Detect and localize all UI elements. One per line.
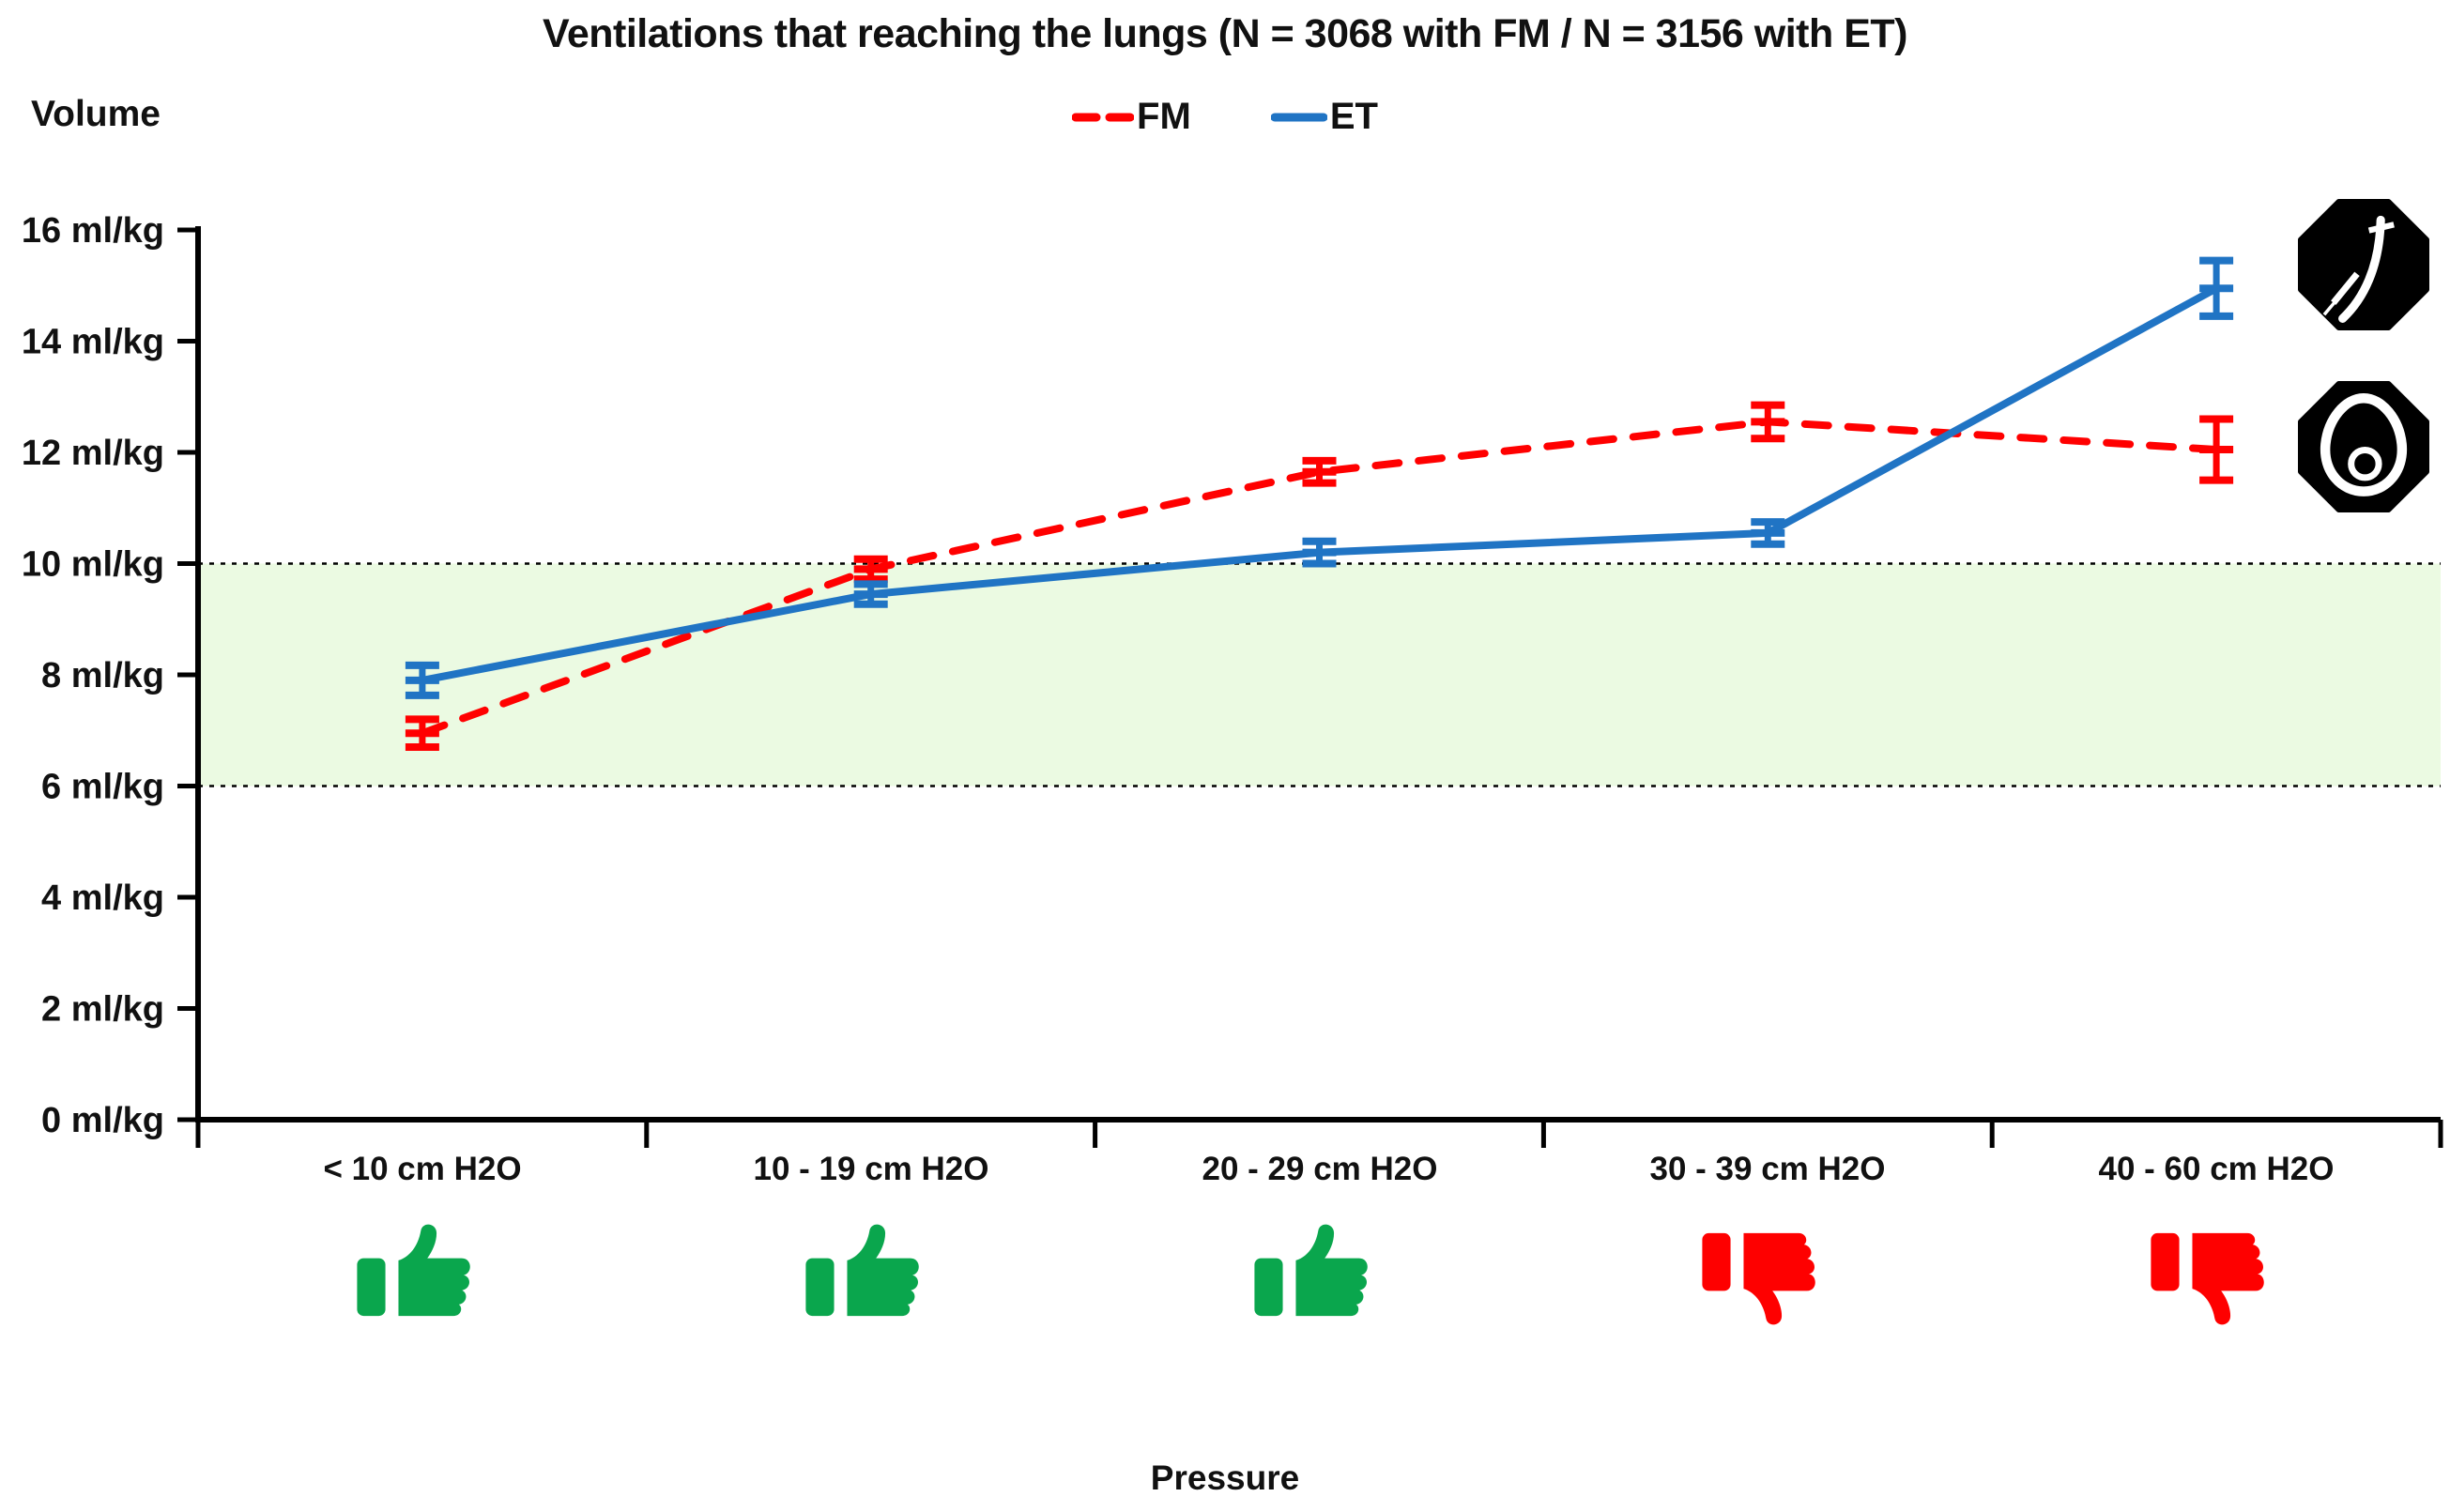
legend-label-et: ET bbox=[1329, 96, 1378, 137]
thumb-down-icon bbox=[1702, 1220, 1833, 1329]
y-tick-label: 16 ml/kg bbox=[22, 211, 164, 251]
legend-label-fm: FM bbox=[1137, 96, 1191, 137]
thumb-up-icon bbox=[357, 1220, 488, 1329]
x-axis-title: Pressure bbox=[1150, 1459, 1300, 1497]
thumb-up-icon bbox=[1253, 1220, 1386, 1329]
y-tick-label: 10 ml/kg bbox=[22, 545, 164, 585]
x-tick-label: 20 - 29 cm H2O bbox=[1202, 1151, 1438, 1187]
chart-title: Ventilations that reaching the lungs (N … bbox=[543, 11, 1907, 56]
legend: FM ET bbox=[0, 96, 2450, 138]
x-tick-label: 10 - 19 cm H2O bbox=[753, 1151, 989, 1187]
et-solid-line-swatch bbox=[1270, 113, 1327, 121]
y-tick-label: 8 ml/kg bbox=[41, 656, 164, 695]
endotracheal-tube-icon bbox=[2298, 199, 2429, 330]
thumb-up-icon bbox=[805, 1220, 937, 1329]
x-tick-label: < 10 cm H2O bbox=[323, 1151, 522, 1187]
face-mask-icon bbox=[2298, 381, 2429, 512]
x-tick-label: 40 - 60 cm H2O bbox=[2098, 1151, 2335, 1187]
y-tick-label: 12 ml/kg bbox=[22, 434, 164, 473]
x-tick-label: 30 - 39 cm H2O bbox=[1649, 1151, 1886, 1187]
y-tick-label: 4 ml/kg bbox=[41, 878, 164, 918]
target-band bbox=[198, 563, 2441, 787]
y-tick-label: 2 ml/kg bbox=[41, 990, 164, 1030]
y-tick-label: 0 ml/kg bbox=[41, 1101, 164, 1140]
legend-item-et: ET bbox=[1270, 96, 1378, 138]
legend-item-fm: FM bbox=[1072, 96, 1191, 138]
y-tick-label: 14 ml/kg bbox=[22, 323, 164, 362]
fm-dashed-line-swatch bbox=[1072, 113, 1135, 121]
y-tick-label: 6 ml/kg bbox=[41, 768, 164, 807]
y-axis-title: Volume bbox=[31, 94, 161, 134]
thumb-down-icon bbox=[2151, 1220, 2282, 1329]
